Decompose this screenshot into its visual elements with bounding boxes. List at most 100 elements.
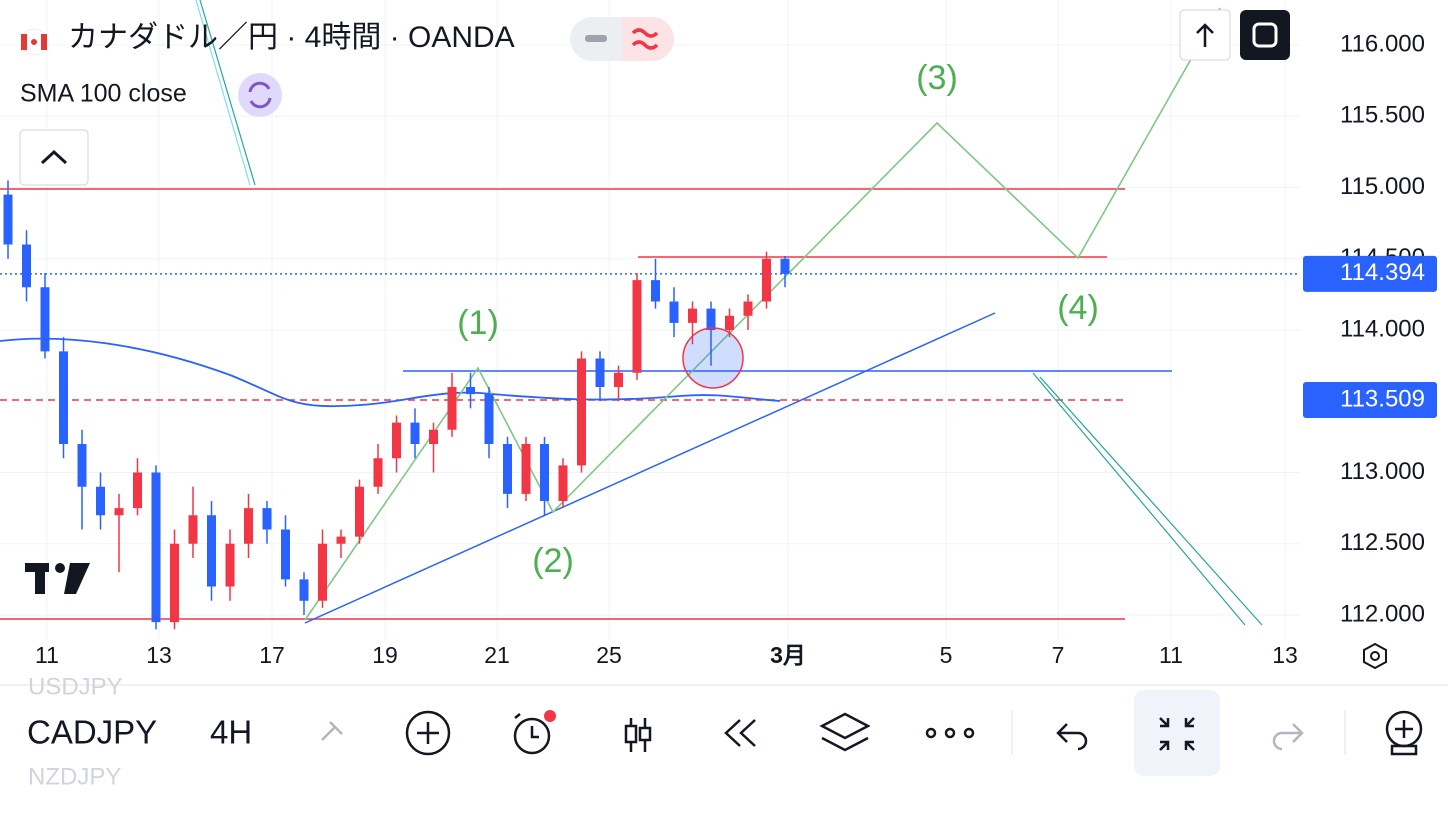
candle-body [540,444,549,501]
candle-body [355,486,364,537]
candle-body [225,543,235,587]
logo [25,563,90,594]
symbol-title[interactable]: カナダドル／円 · 4時間 · OANDA [68,21,515,54]
indicator-button[interactable] [238,73,282,117]
price-label: 112.500 [1340,529,1425,556]
trend-line [304,312,996,624]
candle-body [447,387,457,430]
draw-button[interactable] [321,721,343,741]
time-label: 17 [259,642,285,668]
candle-body [96,486,105,516]
candle-body [59,351,68,444]
price-label: 116.000 [1340,30,1425,57]
time-label: 21 [484,642,510,668]
candle-body [3,194,13,245]
icon [1370,651,1380,661]
flag-icon [41,34,47,50]
price-label: 115.000 [1340,173,1425,200]
candle-body [558,465,568,501]
icon [514,713,539,739]
candle-body [651,280,660,302]
price-badge [1303,255,1437,292]
candle-body [614,372,623,387]
candle-body [133,472,142,509]
symbol-button[interactable]: CADJPY [27,714,157,751]
candle-body [40,287,50,352]
time-label: 3月 [770,642,806,668]
alert-button[interactable] [513,717,551,755]
watchlist-item[interactable]: USDJPY [28,673,123,700]
time-label: 25 [596,642,622,668]
time-label: 5 [940,642,953,668]
time-label: 19 [372,642,398,668]
candle-body [318,543,327,601]
price-label: 112.000 [1340,600,1425,627]
icon [1196,23,1214,47]
candle-body [503,444,512,494]
icon [40,149,68,165]
candle-body [336,536,346,544]
candle-body [244,508,253,544]
interval-button[interactable]: 4H [210,714,252,751]
flag-icon [31,39,37,45]
trend-line [199,0,256,186]
candle-body [429,429,438,444]
icon [631,28,659,50]
indicator-label[interactable]: SMA 100 close [20,80,187,108]
more-button[interactable] [925,727,975,739]
time-label: 11 [35,642,59,668]
price-badge-label: 114.394 [1340,259,1425,286]
candle-body [299,579,309,601]
wave-label: (2) [532,542,574,580]
candle-body [151,472,161,623]
candle-body [170,543,179,623]
candle-body [577,358,586,466]
candle-body [743,301,753,316]
price-label: 113.000 [1340,458,1425,485]
candle-body [688,308,697,323]
candle-body [207,515,216,587]
candle-body [484,394,494,444]
icon [585,35,607,42]
candle-body [373,458,383,487]
price-label: 115.500 [1340,102,1425,129]
candle-body [595,358,605,387]
add-button[interactable] [405,710,451,756]
settings-button[interactable] [1363,642,1387,670]
pill[interactable] [622,17,674,61]
exit-fullscreen-button[interactable] [1134,690,1220,776]
price-label: 114.000 [1340,315,1425,342]
trend-line [195,0,251,186]
candle-body [466,387,475,395]
candle-body [188,515,198,544]
layers-button[interactable] [819,712,871,752]
wave-label: (1) [457,304,499,342]
price-badge [1303,381,1437,418]
redo-button[interactable] [1272,723,1304,751]
time-label: 7 [1052,642,1065,668]
candle-body [262,508,272,530]
trend-line [1032,372,1246,626]
candle-body [77,444,87,487]
icon [1159,717,1195,751]
icon [1390,720,1418,756]
undo-button[interactable] [1056,723,1088,751]
time-label: 13 [1272,642,1298,668]
wave-label: (3) [916,59,958,97]
time-label: 11 [1159,642,1183,668]
replay-button[interactable] [724,719,756,747]
flag-icon [21,34,27,50]
collapse-button[interactable] [19,129,89,186]
trend-line [1039,376,1263,626]
fullscreen-button[interactable] [1240,10,1290,60]
candle-body [762,258,771,302]
wave-label: (4) [1057,289,1099,327]
candle-body [632,280,642,373]
highlight-circle [682,327,744,389]
sma-line [0,337,781,408]
candle-body [706,308,716,330]
candle-body [780,258,790,274]
candle-body [410,422,420,444]
candle-body [521,444,531,494]
watchlist-item[interactable]: NZDJPY [28,763,121,790]
